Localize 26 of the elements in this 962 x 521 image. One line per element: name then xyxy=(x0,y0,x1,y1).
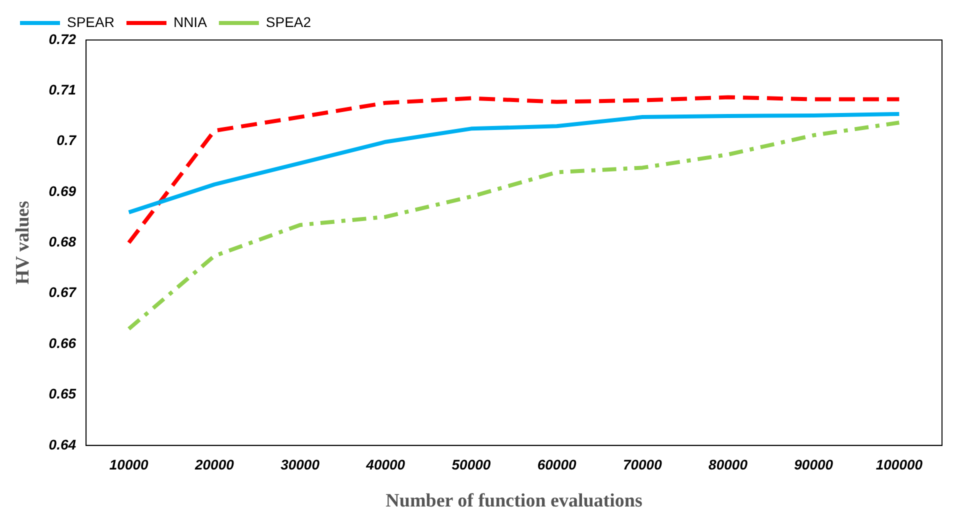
legend-label: NNIA xyxy=(173,14,208,30)
x-tick-label: 100000 xyxy=(876,456,923,473)
y-tick-label: 0.64 xyxy=(48,436,76,452)
legend-label: SPEA2 xyxy=(266,14,312,30)
y-axis-title: HV values xyxy=(12,200,34,284)
y-tick-label: 0.71 xyxy=(48,82,76,98)
y-tick-label: 0.69 xyxy=(48,182,76,199)
y-tick-label: 0.67 xyxy=(48,284,78,300)
legend-label: SPEAR xyxy=(67,14,114,30)
x-tick-label: 20000 xyxy=(194,456,234,473)
x-tick-label: 70000 xyxy=(622,456,662,473)
y-tick-label: 0.68 xyxy=(48,234,76,250)
y-tick-label: 0.65 xyxy=(48,386,76,402)
x-axis-title: Number of function evaluations xyxy=(386,490,642,512)
x-tick-label: 10000 xyxy=(109,456,149,473)
x-tick-label: 90000 xyxy=(794,456,834,473)
line-series xyxy=(126,95,902,245)
x-tick-label: 30000 xyxy=(280,456,320,473)
x-tick-label: 80000 xyxy=(708,456,748,473)
x-tick-label: 50000 xyxy=(452,456,491,473)
y-tick-label: 0.66 xyxy=(48,334,76,351)
y-tick-label: 0.7 xyxy=(56,132,78,148)
x-tick-label: 60000 xyxy=(537,456,576,473)
x-tick-label: 40000 xyxy=(365,456,406,473)
y-tick-label: 0.72 xyxy=(48,30,76,47)
line-series xyxy=(126,120,902,331)
